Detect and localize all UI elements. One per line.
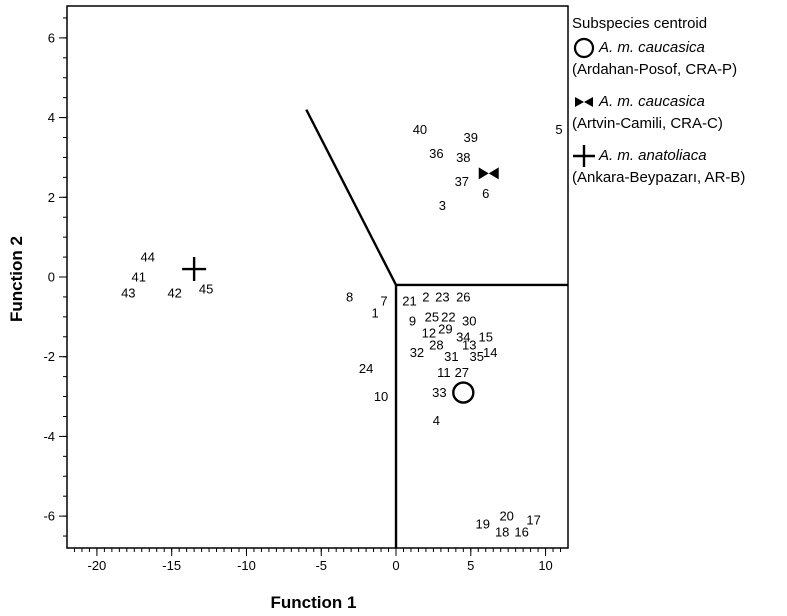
- case-label: 31: [444, 349, 458, 364]
- y-tick-label: -6: [43, 509, 55, 524]
- territorial-line: [305, 109, 398, 286]
- case-label: 28: [429, 337, 443, 352]
- case-label: 4: [433, 413, 440, 428]
- case-label: 35: [470, 349, 484, 364]
- case-label: 11: [437, 365, 451, 380]
- legend-entry-cra-p: A. m. caucasica (Ardahan-Posof, CRA-P): [572, 36, 787, 80]
- case-label: 23: [435, 289, 449, 304]
- centroid-circle-marker: [452, 381, 475, 404]
- case-label: 5: [555, 122, 562, 137]
- case-label: 12: [422, 325, 436, 340]
- centroid-cross-marker: [182, 257, 207, 282]
- case-label: 9: [409, 313, 416, 328]
- y-tick-label: 6: [48, 30, 55, 45]
- case-label: 37: [455, 174, 469, 189]
- legend-entry-cra-c: A. m. caucasica (Artvin-Camili, CRA-C): [572, 90, 787, 134]
- bowtie-icon: [572, 90, 596, 114]
- y-tick-label: 4: [48, 110, 55, 125]
- case-label: 32: [410, 345, 424, 360]
- case-label: 26: [456, 289, 470, 304]
- case-label: 21: [402, 293, 416, 308]
- case-label: 36: [429, 146, 443, 161]
- case-label: 29: [438, 321, 452, 336]
- legend-group-label: (Ardahan-Posof, CRA-P): [572, 61, 738, 78]
- case-label: 43: [121, 285, 135, 300]
- case-label: 18: [495, 525, 509, 540]
- centroid-bowtie-marker: [478, 167, 499, 180]
- x-tick-label: -5: [315, 558, 327, 573]
- case-label: 7: [380, 293, 387, 308]
- x-tick-label: 10: [538, 558, 552, 573]
- case-label: 45: [199, 281, 213, 296]
- case-label: 22: [441, 309, 455, 324]
- case-label: 27: [455, 365, 469, 380]
- legend: Subspecies centroid A. m. caucasica (Ard…: [572, 14, 787, 198]
- case-label: 16: [514, 525, 528, 540]
- y-tick-label: -2: [43, 349, 55, 364]
- legend-subspecies-name: A. m. anatoliaca: [599, 147, 707, 164]
- case-label: 44: [141, 250, 155, 265]
- case-label: 6: [482, 186, 489, 201]
- x-tick-label: -15: [162, 558, 181, 573]
- case-label: 10: [374, 389, 388, 404]
- case-label: 17: [526, 513, 540, 528]
- case-label: 8: [346, 289, 353, 304]
- y-tick-label: -4: [43, 429, 55, 444]
- case-label: 40: [413, 122, 427, 137]
- case-label: 1: [371, 305, 378, 320]
- case-label: 38: [456, 150, 470, 165]
- case-label: 14: [483, 345, 497, 360]
- case-label: 39: [464, 130, 478, 145]
- case-label: 13: [462, 337, 476, 352]
- case-label: 15: [479, 329, 493, 344]
- x-tick-label: -10: [237, 558, 256, 573]
- case-label: 19: [476, 517, 490, 532]
- circle-icon: [572, 36, 596, 60]
- legend-group-label: (Artvin-Camili, CRA-C): [572, 115, 723, 132]
- legend-title: Subspecies centroid: [572, 15, 708, 32]
- x-tick-label: 0: [392, 558, 399, 573]
- legend-group-label: (Ankara-Beypazarı, AR-B): [572, 169, 746, 186]
- case-label: 30: [462, 313, 476, 328]
- case-label: 41: [132, 270, 146, 285]
- case-label: 20: [499, 509, 513, 524]
- case-label: 34: [456, 329, 470, 344]
- legend-subspecies-name: A. m. caucasica: [599, 93, 705, 110]
- legend-subspecies-name: A. m. caucasica: [599, 39, 705, 56]
- x-tick-label: 5: [467, 558, 474, 573]
- case-label: 2: [422, 289, 429, 304]
- legend-entry-ar-b: A. m. anatoliaca (Ankara-Beypazarı, AR-B…: [572, 144, 787, 188]
- x-tick-label: -20: [88, 558, 107, 573]
- x-axis-title: Function 1: [271, 593, 357, 612]
- case-label: 3: [439, 198, 446, 213]
- case-label: 25: [425, 309, 439, 324]
- y-axis-title: Function 2: [7, 236, 26, 322]
- case-label: 24: [359, 361, 373, 376]
- case-label: 33: [432, 385, 446, 400]
- y-tick-label: 2: [48, 190, 55, 205]
- case-label: 42: [167, 285, 181, 300]
- y-tick-label: 0: [48, 270, 55, 285]
- cross-icon: [572, 144, 596, 168]
